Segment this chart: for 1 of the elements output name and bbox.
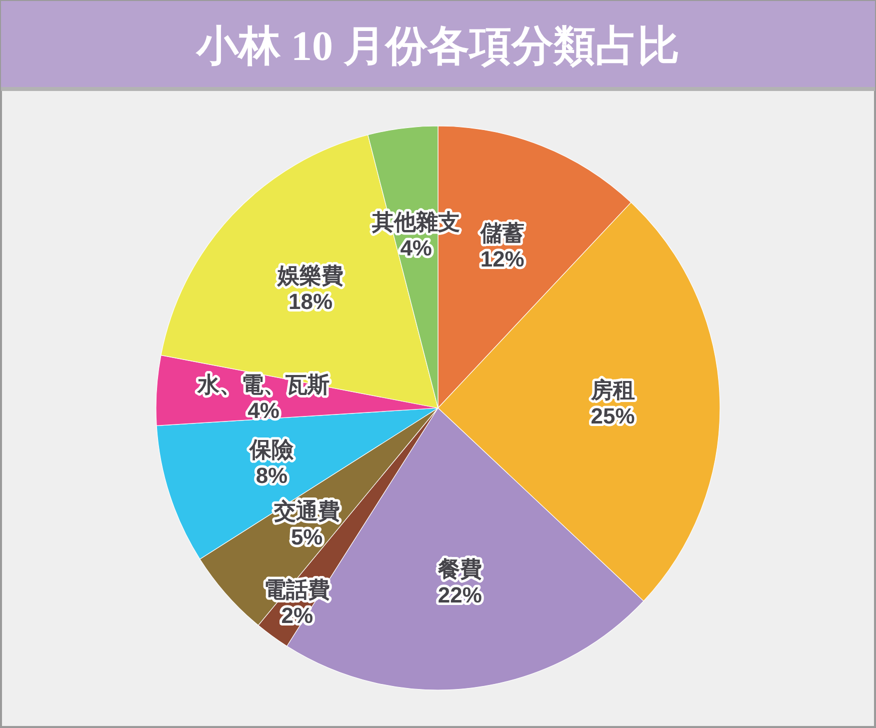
title: 小林 10 月份各項分類占比 (196, 24, 680, 70)
